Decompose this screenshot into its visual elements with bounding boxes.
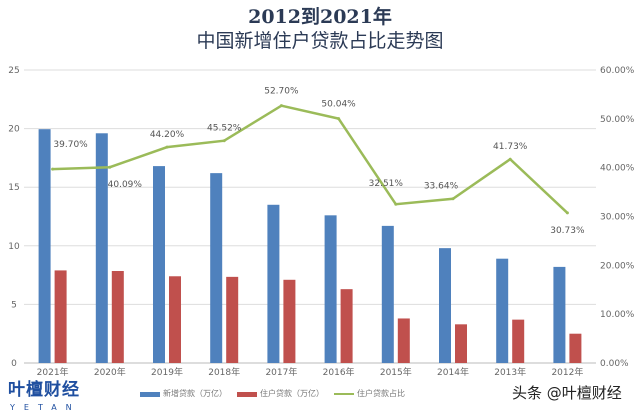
y-left-tick: 5 bbox=[11, 300, 17, 310]
y-right-tick: 60.00% bbox=[600, 66, 635, 76]
ratio-point bbox=[337, 117, 341, 121]
bar-household-loans bbox=[54, 270, 67, 363]
bar-household-loans bbox=[169, 276, 181, 363]
x-tick: 2016年 bbox=[323, 366, 355, 378]
legend: 新增贷款（万亿） 住户贷款（万亿） 住户贷款占比 bbox=[140, 389, 405, 399]
x-tick: 2014年 bbox=[437, 366, 469, 378]
x-tick: 2015年 bbox=[380, 366, 412, 378]
bar-household-loans bbox=[397, 318, 410, 363]
bar-household-loans bbox=[340, 289, 353, 363]
ratio-point bbox=[279, 104, 283, 108]
bar-household-loans bbox=[283, 279, 296, 363]
y-left-tick: 25 bbox=[8, 66, 19, 76]
ratio-line bbox=[52, 104, 569, 214]
chart-title: 2012到2021年 bbox=[248, 6, 392, 28]
y-right-tick: 40.00% bbox=[600, 164, 635, 174]
bar-new-loans bbox=[496, 258, 509, 363]
bar-new-loans bbox=[267, 204, 280, 363]
ratio-data-label: 39.70% bbox=[53, 140, 88, 150]
y-right-tick: 20.00% bbox=[600, 261, 635, 271]
legend-swatch bbox=[140, 391, 160, 397]
bar-new-loans bbox=[210, 173, 223, 363]
ratio-point bbox=[508, 157, 512, 161]
legend-item-ratio: 住户贷款占比 bbox=[334, 389, 405, 399]
legend-swatch bbox=[237, 391, 257, 397]
x-tick: 2019年 bbox=[151, 366, 183, 378]
y-right-tick: 30.00% bbox=[600, 213, 635, 223]
bar-new-loans bbox=[38, 129, 51, 363]
bar-new-loans bbox=[381, 225, 394, 363]
x-tick: 2020年 bbox=[94, 366, 126, 378]
bar-household-loans bbox=[226, 276, 239, 363]
ratio-data-label: 41.73% bbox=[493, 142, 528, 152]
y-left-tick: 10 bbox=[8, 242, 20, 252]
y-right-tick: 0.00% bbox=[600, 359, 629, 369]
ratio-data-label: 40.09% bbox=[108, 180, 143, 190]
ratio-data-label: 52.70% bbox=[264, 87, 299, 97]
y-left-tick: 0 bbox=[11, 359, 17, 369]
ratio-point bbox=[165, 145, 169, 149]
x-tick: 2018年 bbox=[208, 366, 240, 378]
ratio-point bbox=[394, 202, 398, 206]
legend-label: 住户贷款占比 bbox=[357, 389, 405, 398]
ratio-data-label: 32.51% bbox=[369, 179, 404, 189]
bar-new-loans bbox=[95, 133, 108, 363]
ratio-data-label: 50.04% bbox=[321, 100, 356, 110]
bar-new-loans bbox=[324, 215, 337, 363]
ratio-data-label: 45.52% bbox=[207, 124, 242, 134]
ratio-point bbox=[51, 167, 55, 171]
bar-new-loans bbox=[439, 248, 451, 363]
bar-household-loans bbox=[111, 270, 124, 363]
ratio-data-label: 44.20% bbox=[150, 130, 185, 140]
y-left-tick: 15 bbox=[8, 183, 19, 193]
bar-household-loans bbox=[455, 324, 467, 363]
bar-new-loans bbox=[153, 166, 165, 363]
ratio-point bbox=[451, 197, 455, 201]
chart-subtitle: 中国新增住户贷款占比走势图 bbox=[196, 30, 444, 52]
ratio-data-label: 30.73% bbox=[550, 226, 585, 236]
legend-swatch bbox=[334, 393, 354, 395]
x-tick: 2017年 bbox=[265, 366, 297, 378]
bar-new-loans bbox=[553, 266, 566, 363]
x-tick: 2012年 bbox=[551, 366, 583, 378]
ratio-point bbox=[565, 211, 569, 215]
legend-item-household-loans: 住户贷款（万亿） bbox=[237, 389, 324, 399]
legend-label: 住户贷款（万亿） bbox=[260, 389, 324, 398]
y-right-tick: 50.00% bbox=[600, 115, 635, 125]
watermark: 头条 @叶檀财经 bbox=[512, 384, 622, 402]
logo-sub: YETAN bbox=[10, 403, 81, 412]
y-right-tick: 10.00% bbox=[600, 310, 635, 320]
bar-household-loans bbox=[569, 333, 582, 363]
ratio-point bbox=[222, 139, 226, 143]
bar-household-loans bbox=[512, 319, 525, 363]
x-tick: 2013年 bbox=[494, 366, 526, 378]
ratio-point bbox=[108, 165, 112, 169]
legend-label: 新增贷款（万亿） bbox=[163, 389, 227, 398]
logo: 叶檀财经 bbox=[8, 380, 80, 400]
legend-item-new-loans: 新增贷款（万亿） bbox=[140, 389, 227, 399]
ratio-data-label: 33.64% bbox=[424, 182, 459, 192]
x-tick: 2021年 bbox=[37, 366, 69, 378]
y-left-tick: 20 bbox=[8, 125, 20, 135]
